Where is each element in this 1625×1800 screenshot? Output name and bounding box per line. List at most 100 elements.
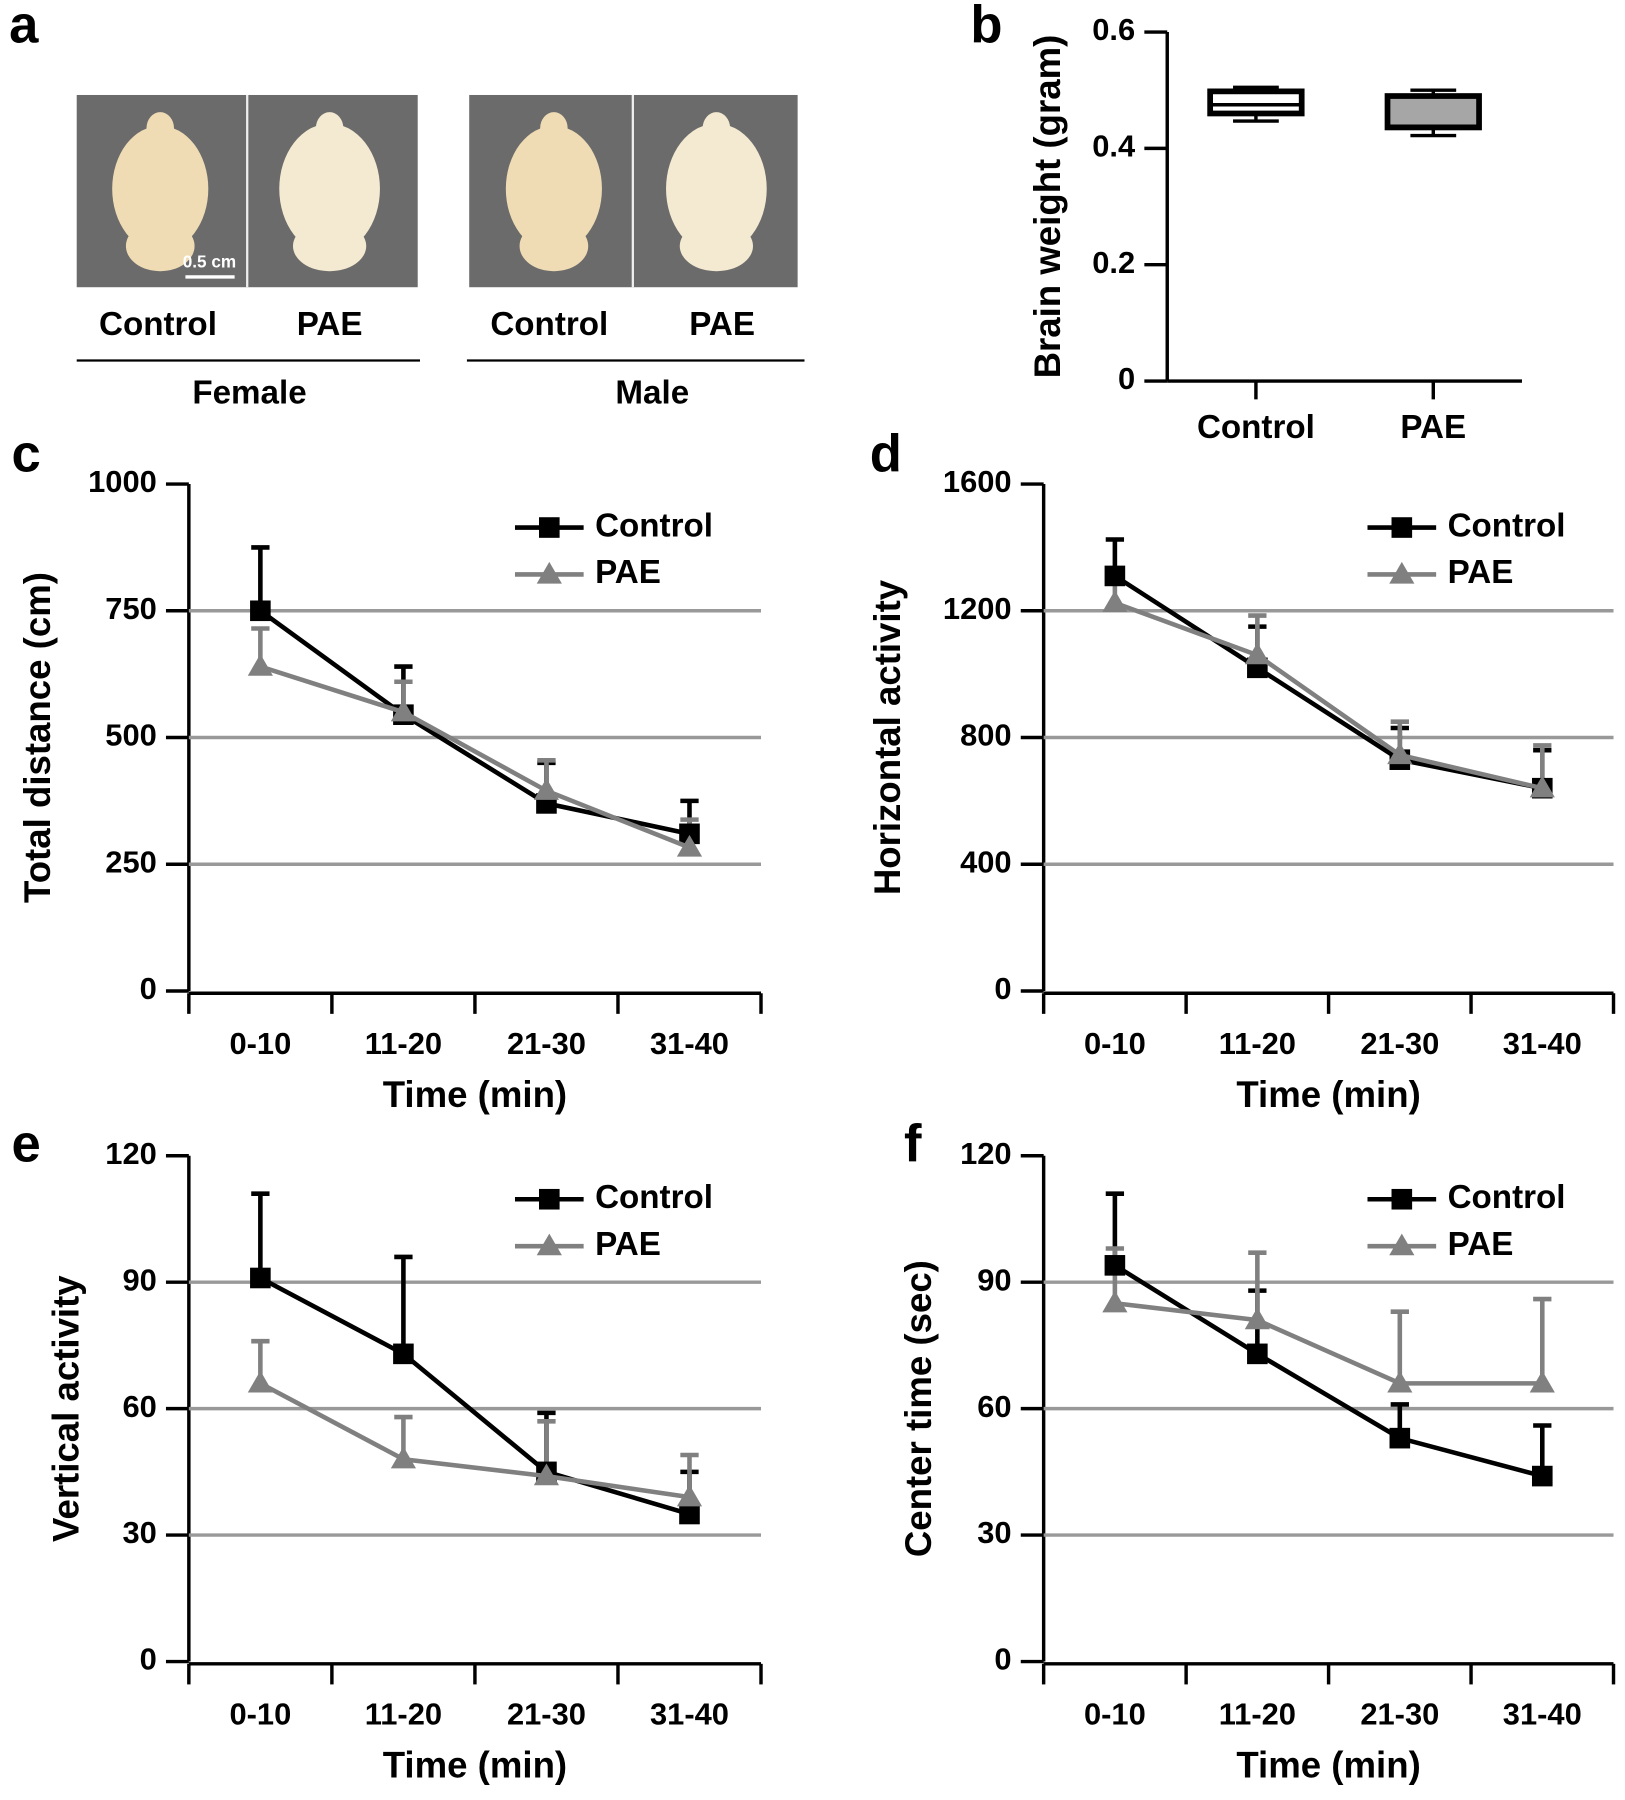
marker [1529, 1370, 1555, 1393]
y-tick-label: 0 [994, 971, 1011, 1006]
marker [679, 823, 700, 845]
y-tick-label: 0.2 [1092, 245, 1135, 280]
legend-label: Control [1448, 507, 1566, 544]
x-tick-label: Control [1197, 409, 1315, 446]
marker [250, 1267, 271, 1289]
marker [247, 1370, 273, 1393]
marker [1391, 1188, 1413, 1210]
condition-label: Control [99, 306, 217, 343]
series-line [1113, 1263, 1543, 1479]
y-tick-label: 800 [960, 718, 1012, 753]
x-tick-label: PAE [1400, 409, 1466, 446]
marker [1244, 1307, 1270, 1330]
marker [393, 1343, 414, 1365]
condition-label: PAE [297, 306, 363, 343]
y-tick-label: 750 [105, 591, 157, 626]
x-tick-label: 31-40 [650, 1697, 729, 1732]
series-line [259, 608, 690, 837]
marker [1102, 1290, 1128, 1313]
box [1384, 93, 1482, 131]
marker [533, 778, 560, 800]
marker [1244, 642, 1270, 665]
panel-letter: d [870, 425, 902, 484]
y-tick-label: 60 [977, 1389, 1011, 1424]
x-axis-label: Time (min) [1236, 1074, 1420, 1115]
marker [1389, 1233, 1415, 1256]
series-line [1114, 600, 1543, 791]
y-axis-label: Horizontal activity [867, 579, 908, 895]
marker [390, 699, 416, 722]
x-tick-label: 0-10 [1084, 1026, 1146, 1061]
group-label: Female [192, 375, 306, 412]
x-tick-label: 31-40 [1503, 1697, 1582, 1732]
marker [679, 1503, 700, 1525]
y-axis-label: Total distance (cm) [17, 572, 58, 903]
legend-label: PAE [595, 1226, 661, 1263]
x-tick-label: 31-40 [1503, 1026, 1582, 1061]
marker [533, 1463, 560, 1486]
marker [250, 600, 271, 622]
y-tick-label: 120 [960, 1136, 1012, 1171]
series-line [1113, 574, 1543, 791]
legend-label: Control [1448, 1179, 1566, 1216]
scale-bar-label: 0.5 cm [183, 252, 236, 272]
marker [390, 1446, 416, 1469]
y-tick-label: 1600 [943, 464, 1012, 499]
marker [247, 653, 273, 676]
marker [1247, 1343, 1268, 1365]
marker [1389, 561, 1415, 584]
y-tick-label: 1000 [88, 464, 157, 499]
y-tick-label: 500 [105, 718, 157, 753]
y-tick-label: 400 [960, 844, 1012, 879]
marker [676, 834, 703, 857]
y-axis-label: Brain weight (gram) [1027, 35, 1068, 379]
group-label: Male [615, 375, 689, 412]
marker [1104, 1255, 1126, 1276]
brain [666, 112, 767, 272]
y-tick-label: 60 [122, 1389, 156, 1424]
x-axis-label: Time (min) [1236, 1745, 1420, 1786]
panel-letter: a [9, 0, 39, 55]
marker [539, 1188, 560, 1210]
y-tick-label: 0.4 [1092, 129, 1135, 164]
marker [536, 1233, 562, 1256]
y-tick-label: 30 [122, 1515, 156, 1550]
series-line [259, 664, 691, 850]
panel-letter: f [904, 1115, 922, 1174]
series-line [1114, 1301, 1543, 1386]
y-tick-label: 0 [140, 971, 157, 1006]
marker [1391, 517, 1413, 538]
y-axis-label: Vertical activity [45, 1275, 86, 1542]
legend-label: PAE [595, 554, 661, 591]
y-tick-label: 120 [105, 1136, 157, 1171]
x-tick-label: 11-20 [1219, 1697, 1296, 1732]
marker [1104, 565, 1126, 587]
marker [1389, 1427, 1411, 1449]
x-tick-label: 0-10 [229, 1697, 291, 1732]
y-tick-label: 90 [122, 1262, 156, 1297]
marker [1529, 775, 1555, 798]
condition-label: Control [490, 306, 608, 343]
series-line [259, 1381, 690, 1500]
y-tick-label: 0 [994, 1642, 1011, 1677]
y-tick-label: 250 [105, 844, 157, 879]
brain-photos: 0.5 cm [76, 94, 798, 288]
x-tick-label: 0-10 [1084, 1697, 1146, 1732]
marker [536, 561, 562, 584]
y-tick-label: 90 [977, 1262, 1011, 1297]
y-tick-label: 1200 [943, 591, 1012, 626]
x-tick-label: 0-10 [229, 1026, 291, 1061]
x-tick-label: 21-30 [507, 1026, 586, 1061]
x-tick-label: 11-20 [365, 1697, 442, 1732]
x-tick-label: 11-20 [1219, 1026, 1296, 1061]
legend-label: PAE [1448, 1226, 1514, 1263]
box [1207, 88, 1305, 117]
marker [1102, 590, 1128, 613]
marker [1531, 1465, 1553, 1487]
marker [1387, 742, 1413, 765]
legend-label: Control [595, 1179, 713, 1216]
x-tick-label: 21-30 [1360, 1697, 1439, 1732]
x-tick-label: 31-40 [650, 1026, 729, 1061]
